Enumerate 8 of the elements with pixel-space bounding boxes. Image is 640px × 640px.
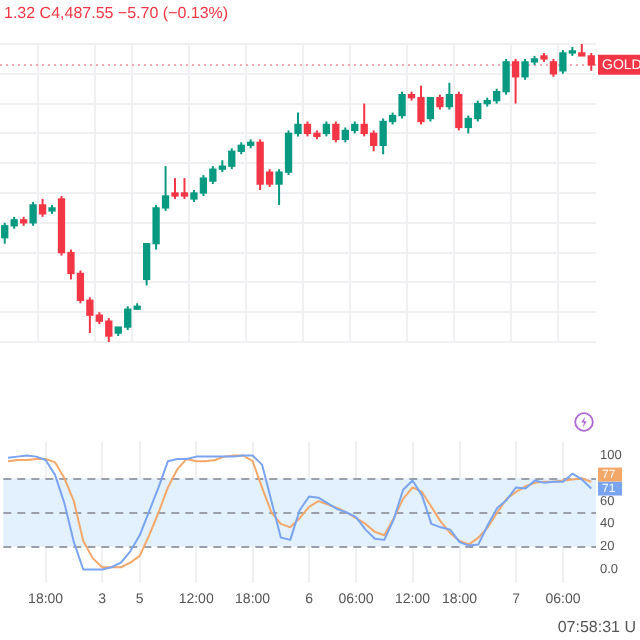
candlestick bbox=[426, 96, 435, 123]
candlestick bbox=[455, 90, 463, 132]
text: 1.32 C4,487.55 −5.70 (−0.13%) bbox=[4, 4, 229, 23]
candlestick bbox=[511, 57, 520, 105]
text: 07:58:31 U bbox=[557, 618, 637, 637]
candlestick bbox=[29, 200, 37, 227]
candlestick bbox=[332, 120, 340, 144]
candlestick bbox=[445, 81, 454, 111]
